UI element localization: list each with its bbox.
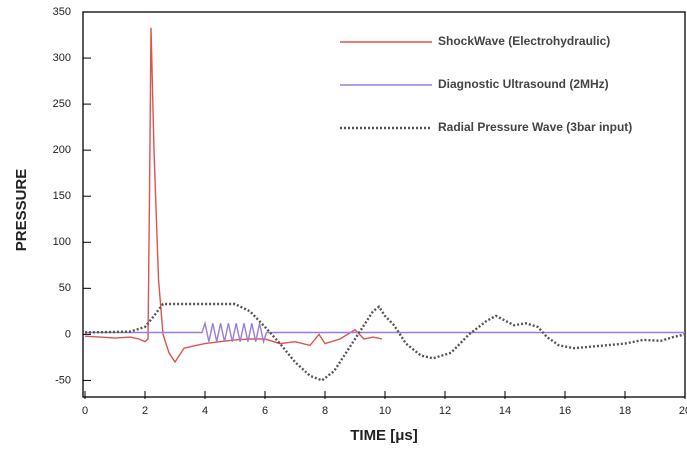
x-tick-label: 4 — [202, 405, 208, 417]
y-tick-label: 200 — [53, 144, 71, 156]
series-line — [85, 320, 685, 345]
x-tick-label: 2 — [142, 405, 148, 417]
x-tick-label: 10 — [379, 405, 391, 417]
y-tick-label: -50 — [55, 374, 71, 386]
plot-frame — [82, 11, 686, 398]
y-axis-label: PRESSURE — [13, 169, 30, 252]
x-axis-label: TIME [μs] — [350, 427, 418, 444]
x-tick-label: 12 — [439, 405, 451, 417]
y-tick-label: 300 — [53, 52, 71, 64]
x-tick-label: 14 — [499, 405, 511, 417]
series-line — [84, 302, 686, 382]
y-tick-label: 250 — [53, 98, 71, 110]
legend-label: Radial Pressure Wave (3bar input) — [438, 120, 632, 134]
y-tick-label: 0 — [65, 328, 71, 340]
x-tick-label: 16 — [559, 405, 571, 417]
y-tick-label: 350 — [53, 6, 71, 18]
y-tick-label: 150 — [53, 190, 71, 202]
legend-label: ShockWave (Electrohydraulic) — [438, 34, 610, 48]
x-tick-label: 18 — [619, 405, 631, 417]
legend-label: Diagnostic Ultrasound (2MHz) — [438, 77, 609, 91]
x-tick-label: 20 — [679, 405, 687, 417]
series-line — [84, 27, 383, 364]
y-tick-label: 100 — [53, 236, 71, 248]
x-tick-label: 6 — [262, 405, 268, 417]
x-tick-label: 8 — [322, 405, 328, 417]
y-tick-label: 50 — [59, 282, 71, 294]
x-tick-label: 0 — [82, 405, 88, 417]
